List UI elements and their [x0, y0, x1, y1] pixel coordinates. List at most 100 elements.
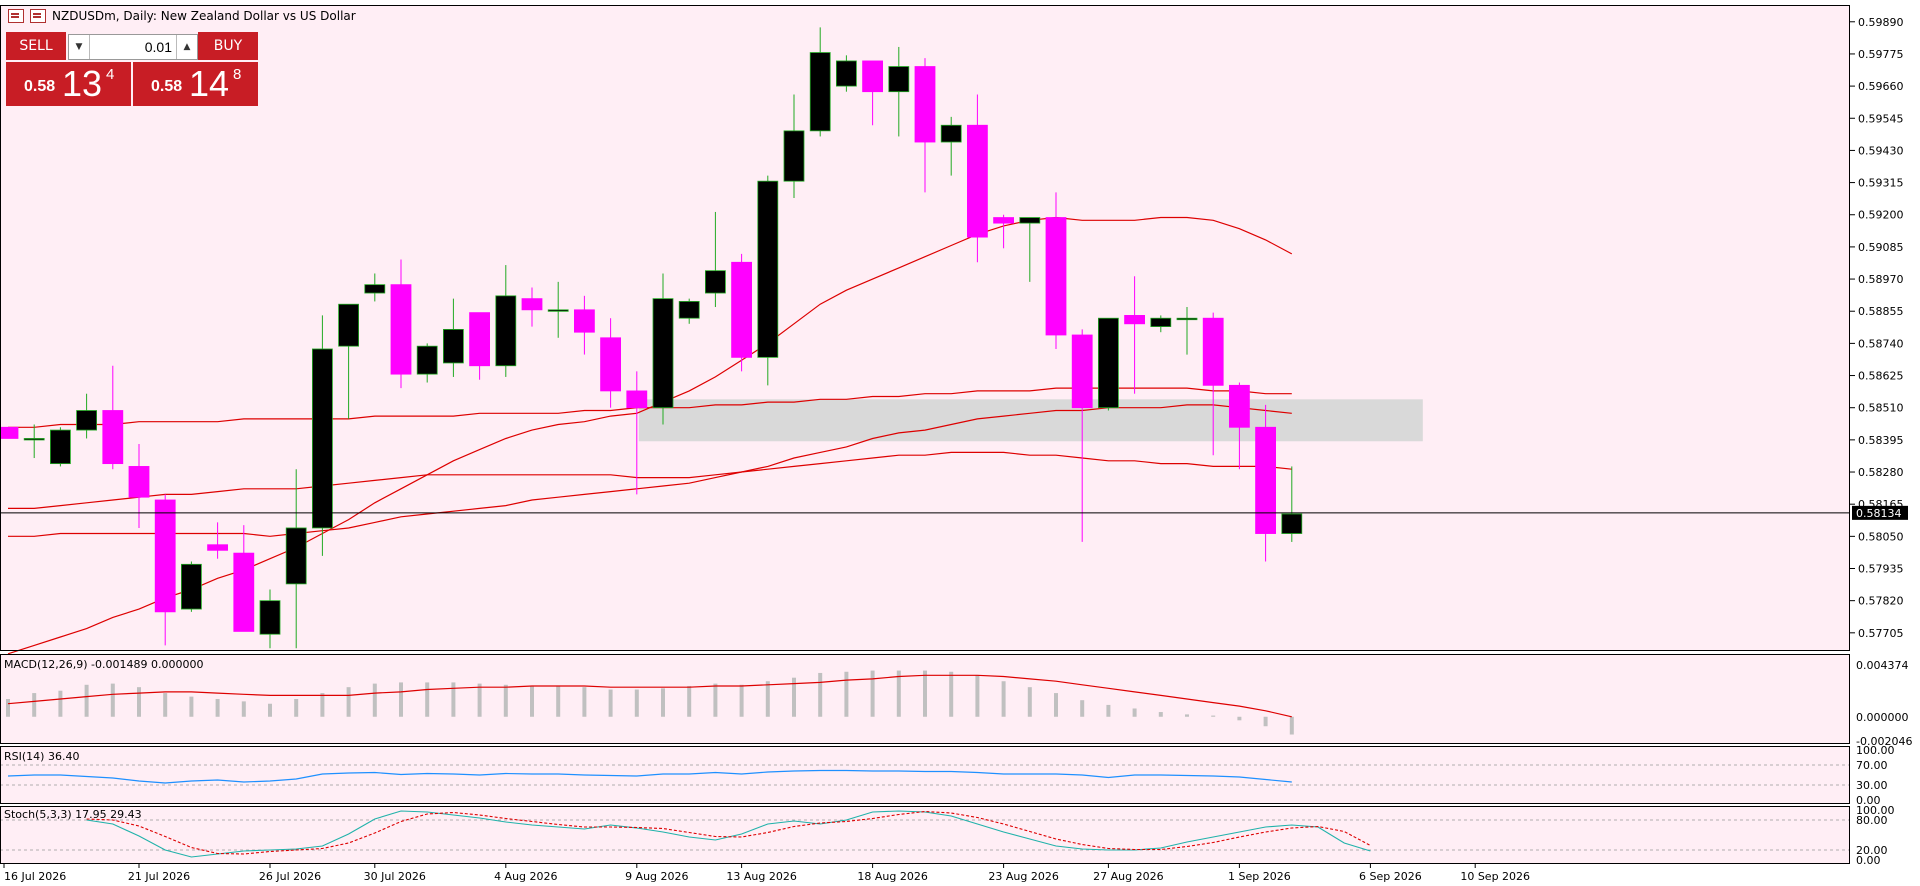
time-axis: 16 Jul 2026 21 Jul 2026 26 Jul 2026 30 Jul … — [3, 864, 1530, 883]
volume-dropdown-icon[interactable]: ▼ — [69, 35, 90, 59]
sell-button[interactable]: SELL — [6, 32, 66, 60]
rsi-tick-label: 30.00 — [1856, 779, 1888, 792]
support-zone — [638, 399, 1423, 442]
macd-histogram-bar — [425, 682, 430, 717]
time-tick-label: 26 Jul 2026 — [259, 870, 321, 883]
candle — [521, 287, 543, 327]
candle-body — [705, 270, 726, 294]
macd-histogram-bar — [634, 689, 639, 717]
candle-body — [207, 544, 229, 551]
zone-layer — [638, 399, 1423, 442]
candle — [600, 318, 621, 408]
candle-body — [888, 66, 910, 93]
buy-button[interactable]: BUY — [198, 32, 258, 60]
candle — [1255, 404, 1276, 562]
candle-body — [1176, 317, 1198, 321]
macd-histogram-bar — [241, 701, 246, 717]
candle-body — [600, 337, 621, 392]
main-panel-border — [0, 5, 1850, 651]
rsi-tick-label: 70.00 — [1856, 759, 1888, 772]
stoch-signal-line — [86, 810, 1371, 855]
macd-signal-line — [7, 674, 1292, 718]
macd-histogram-bar — [1001, 681, 1006, 717]
macd-histogram-bar — [215, 699, 220, 717]
candle — [102, 365, 124, 470]
time-tick-label: 13 Aug 2026 — [726, 870, 796, 883]
time-tick-label: 23 Aug 2026 — [988, 870, 1058, 883]
price-tick-label: 0.58165 — [1858, 498, 1904, 511]
candle-body — [102, 410, 124, 465]
candle-layer[interactable] — [0, 27, 1303, 649]
macd-histogram-bar — [608, 689, 613, 717]
candle — [338, 303, 360, 419]
macd-histogram-bar — [1158, 712, 1163, 717]
macd-layer — [6, 670, 1294, 735]
candle — [1150, 315, 1172, 333]
macd-histogram-bar — [399, 682, 403, 717]
time-tick-label: 30 Jul 2026 — [364, 870, 426, 883]
candle — [1176, 307, 1198, 355]
volume-control: ▼ ▲ — [68, 34, 198, 60]
candle-body — [1045, 217, 1067, 336]
macd-histogram-bar — [1080, 700, 1085, 717]
candle — [731, 253, 752, 372]
candle-body — [259, 600, 281, 635]
candle — [469, 312, 491, 380]
macd-histogram-bar — [556, 685, 561, 717]
candle-body — [809, 52, 831, 132]
candle — [0, 426, 19, 439]
price-tick-label: 0.59660 — [1858, 80, 1904, 93]
candle-body — [940, 124, 962, 143]
macd-histogram-bar — [1237, 716, 1242, 721]
volume-up-icon[interactable]: ▲ — [176, 35, 197, 59]
price-tick-label: 0.59545 — [1858, 112, 1904, 125]
macd-histogram-bar — [294, 699, 299, 717]
macd-histogram-bar — [896, 670, 901, 717]
price-tick-label: 0.58395 — [1858, 434, 1904, 447]
candle — [285, 469, 307, 649]
macd-histogram-bar — [268, 703, 272, 717]
symbol-icon — [30, 9, 46, 23]
current-price-tag: 0.58134 — [1852, 505, 1908, 520]
candle — [390, 259, 412, 389]
macd-histogram-bar — [320, 693, 325, 717]
candle-body — [1098, 317, 1119, 409]
candle — [862, 60, 883, 126]
sell-price-box[interactable]: 0.58 13 4 — [6, 62, 131, 106]
macd-histogram-bar — [32, 693, 37, 717]
macd-histogram-bar — [451, 682, 456, 717]
candle — [678, 298, 700, 324]
rsi-tick-label: 100.00 — [1856, 744, 1895, 757]
candle — [993, 214, 1014, 249]
volume-input[interactable] — [90, 38, 176, 56]
candle — [652, 273, 674, 425]
candle — [207, 522, 229, 559]
macd-histogram-bar — [792, 677, 796, 717]
macd-panel-border — [0, 654, 1850, 744]
candle-body — [285, 527, 307, 585]
main-price-axis: 0.59890 0.59775 0.59660 0.59545 0.59430 0.593… — [1850, 16, 1904, 640]
candle — [967, 94, 988, 263]
buy-price-box[interactable]: 0.58 14 8 — [133, 62, 258, 106]
time-tick-label: 21 Jul 2026 — [128, 870, 190, 883]
candle — [76, 393, 97, 439]
macd-histogram-bar — [1211, 715, 1216, 717]
candle — [705, 211, 726, 308]
candle — [128, 444, 150, 528]
candle-body — [469, 312, 491, 367]
macd-histogram-bar — [870, 670, 875, 717]
candle-body — [390, 284, 412, 375]
candle — [442, 298, 464, 377]
candle-body — [76, 410, 97, 431]
candle-body — [1202, 317, 1224, 386]
candle — [940, 116, 962, 176]
candle — [1071, 329, 1093, 542]
candle-body — [180, 563, 202, 610]
time-tick-label: 10 Sep 2026 — [1460, 870, 1530, 883]
candle-body — [1281, 513, 1303, 534]
candle — [495, 265, 517, 377]
candle — [757, 175, 779, 386]
macd-histogram-bar — [1132, 708, 1137, 717]
time-tick-label: 1 Sep 2026 — [1228, 870, 1291, 883]
